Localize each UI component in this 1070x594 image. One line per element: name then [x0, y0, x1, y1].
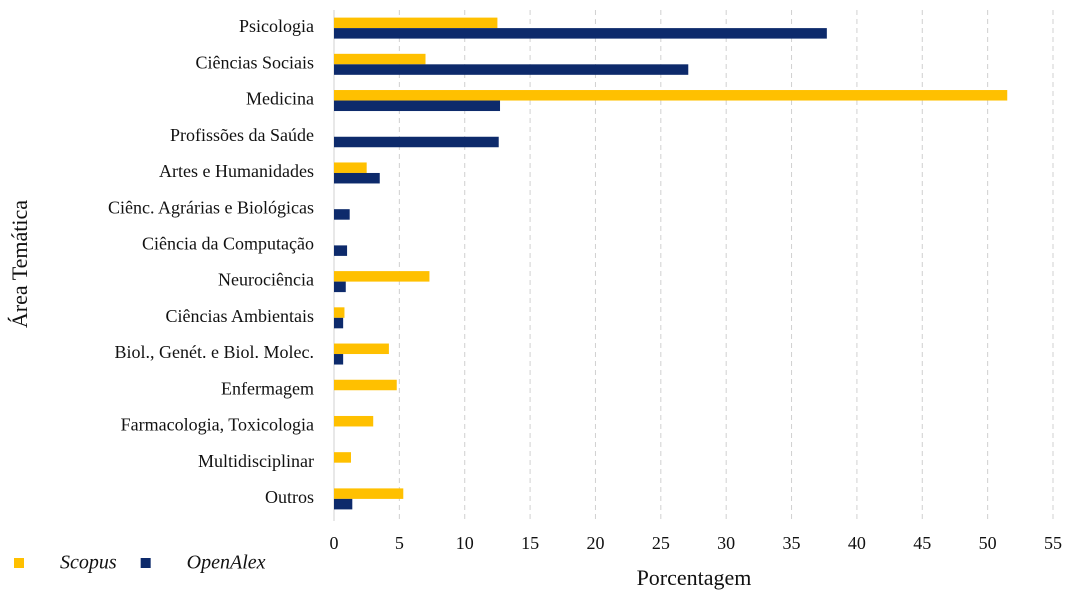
x-tick-label: 55 [1044, 533, 1062, 553]
bar [334, 379, 397, 391]
x-tick-label: 25 [652, 533, 670, 553]
bar [334, 488, 404, 499]
y-tick-label: Ciência da Computação [142, 234, 314, 254]
x-tick-label: 30 [717, 533, 735, 553]
legend-swatch [14, 558, 24, 568]
y-tick-label: Ciências Sociais [196, 52, 314, 72]
bar [334, 498, 353, 510]
y-tick-label: Profissões da Saúde [170, 125, 314, 145]
bar [334, 90, 1008, 101]
legend-label: Scopus [60, 552, 117, 574]
legend-label: OpenAlex [187, 552, 266, 574]
bar [334, 281, 346, 293]
bar [334, 317, 344, 329]
x-axis-label: Porcentagem [637, 565, 752, 590]
y-tick-label: Farmacologia, Toxicologia [121, 415, 314, 435]
bar [334, 100, 501, 112]
bar [334, 172, 380, 184]
y-tick-label: Biol., Genét. e Biol. Molec. [115, 342, 314, 362]
bar [334, 64, 689, 75]
y-tick-label: Enfermagem [221, 378, 314, 398]
bar [334, 343, 389, 355]
bar [334, 271, 430, 282]
x-tick-label: 15 [521, 533, 539, 553]
y-tick-label: Outros [265, 487, 314, 507]
x-tick-label: 10 [456, 533, 474, 553]
x-tick-label: 45 [913, 533, 931, 553]
x-tick-label: 20 [586, 533, 604, 553]
x-tick-label: 0 [330, 533, 339, 553]
y-axis-label: Área Temática [7, 200, 32, 328]
bar [334, 209, 350, 220]
x-tick-label: 40 [848, 533, 866, 553]
bar [334, 307, 345, 318]
bar [334, 53, 426, 65]
y-tick-label: Ciências Ambientais [166, 306, 314, 326]
bar [334, 136, 499, 148]
x-tick-label: 5 [395, 533, 404, 553]
bar [334, 17, 498, 29]
bar [334, 162, 367, 173]
bar [334, 452, 351, 463]
x-tick-label: 35 [783, 533, 801, 553]
x-tick-label: 50 [979, 533, 997, 553]
y-tick-label: Ciênc. Agrárias e Biológicas [108, 197, 314, 217]
bar [334, 354, 344, 365]
y-tick-label: Neurociência [218, 270, 314, 290]
y-tick-label: Multidisciplinar [198, 451, 314, 471]
bar [334, 28, 827, 39]
bar [334, 245, 348, 256]
legend-swatch [140, 558, 151, 568]
y-tick-label: Artes e Humanidades [159, 161, 314, 181]
y-tick-label: Psicologia [239, 16, 314, 36]
y-tick-label: Medicina [246, 89, 314, 109]
bar [334, 415, 374, 427]
